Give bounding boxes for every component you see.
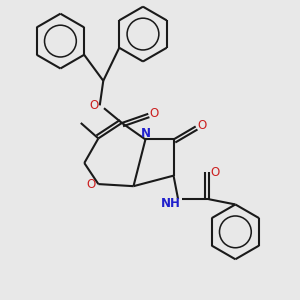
Text: O: O	[197, 119, 206, 132]
Text: NH: NH	[160, 197, 180, 210]
Text: O: O	[86, 178, 95, 191]
Text: O: O	[150, 106, 159, 120]
Text: O: O	[210, 166, 220, 178]
Text: N: N	[140, 127, 150, 140]
Text: O: O	[90, 98, 99, 112]
